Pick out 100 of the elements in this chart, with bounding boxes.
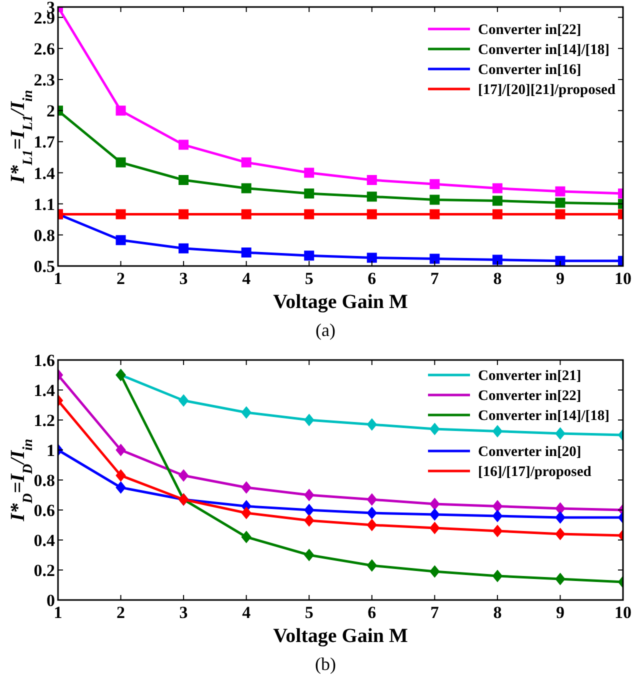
y-tick-label: 1 xyxy=(46,441,55,460)
point xyxy=(555,198,566,208)
point xyxy=(555,256,566,266)
legend-label: Converter in[14]/[18] xyxy=(478,408,610,424)
point xyxy=(430,566,440,578)
y-tick-label: 1.4 xyxy=(34,381,56,400)
point xyxy=(430,508,440,520)
x-tick-label: 2 xyxy=(116,603,126,622)
x-tick-label: 5 xyxy=(304,269,314,288)
point xyxy=(366,560,377,572)
point xyxy=(241,248,252,258)
point xyxy=(555,186,566,196)
point xyxy=(178,470,189,482)
y-tick-label: 2.6 xyxy=(34,39,55,58)
point xyxy=(555,573,566,585)
point xyxy=(430,194,440,205)
text: (b) xyxy=(315,654,336,674)
point xyxy=(492,425,502,438)
legend-label: Converter in[21] xyxy=(478,368,582,384)
point xyxy=(492,183,502,194)
y-tick-label: 1.7 xyxy=(34,132,56,152)
point xyxy=(430,254,440,264)
y-tick-label: 1.4 xyxy=(34,164,56,183)
x-tick-label: 9 xyxy=(556,269,564,288)
x-tick-label: 10 xyxy=(614,269,632,288)
point xyxy=(304,188,314,198)
point xyxy=(178,175,189,186)
x-tick-label: 10 xyxy=(614,603,632,622)
point xyxy=(492,500,502,512)
y-tick-label: 0.8 xyxy=(34,226,55,245)
point xyxy=(241,482,252,494)
x-axis-title: Voltage Gain M xyxy=(273,291,408,313)
point xyxy=(366,175,377,186)
point xyxy=(116,482,126,494)
point xyxy=(178,140,189,150)
x-tick-label: 7 xyxy=(430,603,440,622)
y-tick-label: 0.8 xyxy=(34,471,55,490)
point xyxy=(555,502,566,514)
x-tick-label: 7 xyxy=(430,269,440,288)
point xyxy=(304,250,314,261)
point xyxy=(116,157,126,168)
legend-label: Converter in[22] xyxy=(478,22,582,38)
point xyxy=(430,209,440,220)
point xyxy=(116,209,126,220)
point xyxy=(304,504,314,516)
x-tick-label: 9 xyxy=(556,603,564,622)
point xyxy=(430,498,440,510)
point xyxy=(555,528,566,540)
point xyxy=(116,444,126,456)
x-tick-label: 6 xyxy=(368,603,376,622)
x-tick-label: 8 xyxy=(493,269,502,288)
point xyxy=(366,507,377,519)
point xyxy=(241,507,252,519)
y-tick-label: 0 xyxy=(46,591,55,610)
point xyxy=(178,209,189,220)
point xyxy=(555,209,566,220)
x-tick-label: 4 xyxy=(242,603,252,622)
x-tick-label: 8 xyxy=(493,603,502,622)
y-tick-label: 2.3 xyxy=(34,70,55,90)
point xyxy=(116,235,126,246)
point xyxy=(492,254,502,265)
point xyxy=(366,494,377,506)
y-tick-label: 0.6 xyxy=(34,501,55,520)
x-tick-label: 4 xyxy=(242,269,252,288)
y-tick-label: 2 xyxy=(46,102,55,121)
text: (a) xyxy=(316,320,336,340)
point xyxy=(430,423,440,435)
y-tick-label: 0.4 xyxy=(34,531,56,550)
point xyxy=(492,510,502,522)
y-tick-label: 1.6 xyxy=(34,351,55,370)
point xyxy=(555,428,566,440)
legend-label: [17]/[20][21]/proposed xyxy=(478,82,616,98)
point xyxy=(116,470,126,482)
point xyxy=(304,489,314,501)
point xyxy=(366,252,377,263)
legend-label: Converter in[14]/[18] xyxy=(478,42,610,58)
x-axis-title: Voltage Gain M xyxy=(273,625,408,647)
point xyxy=(241,183,252,194)
point xyxy=(304,414,314,426)
point xyxy=(241,157,252,168)
point xyxy=(492,570,502,582)
point xyxy=(241,406,252,418)
point xyxy=(241,531,252,543)
point xyxy=(178,243,189,254)
point xyxy=(492,196,502,206)
point xyxy=(241,209,252,220)
point xyxy=(366,418,377,430)
point xyxy=(304,209,314,220)
y-tick-label: 1.1 xyxy=(34,194,55,214)
point xyxy=(304,549,314,561)
point xyxy=(304,168,314,178)
point xyxy=(555,512,566,524)
x-tick-label: 3 xyxy=(179,603,188,622)
point xyxy=(366,519,377,531)
point xyxy=(492,209,502,220)
y-tick-label: 0.2 xyxy=(34,561,55,580)
x-tick-label: 3 xyxy=(179,269,188,288)
x-tick-label: 2 xyxy=(116,269,126,288)
point xyxy=(304,514,314,526)
point xyxy=(116,106,126,116)
